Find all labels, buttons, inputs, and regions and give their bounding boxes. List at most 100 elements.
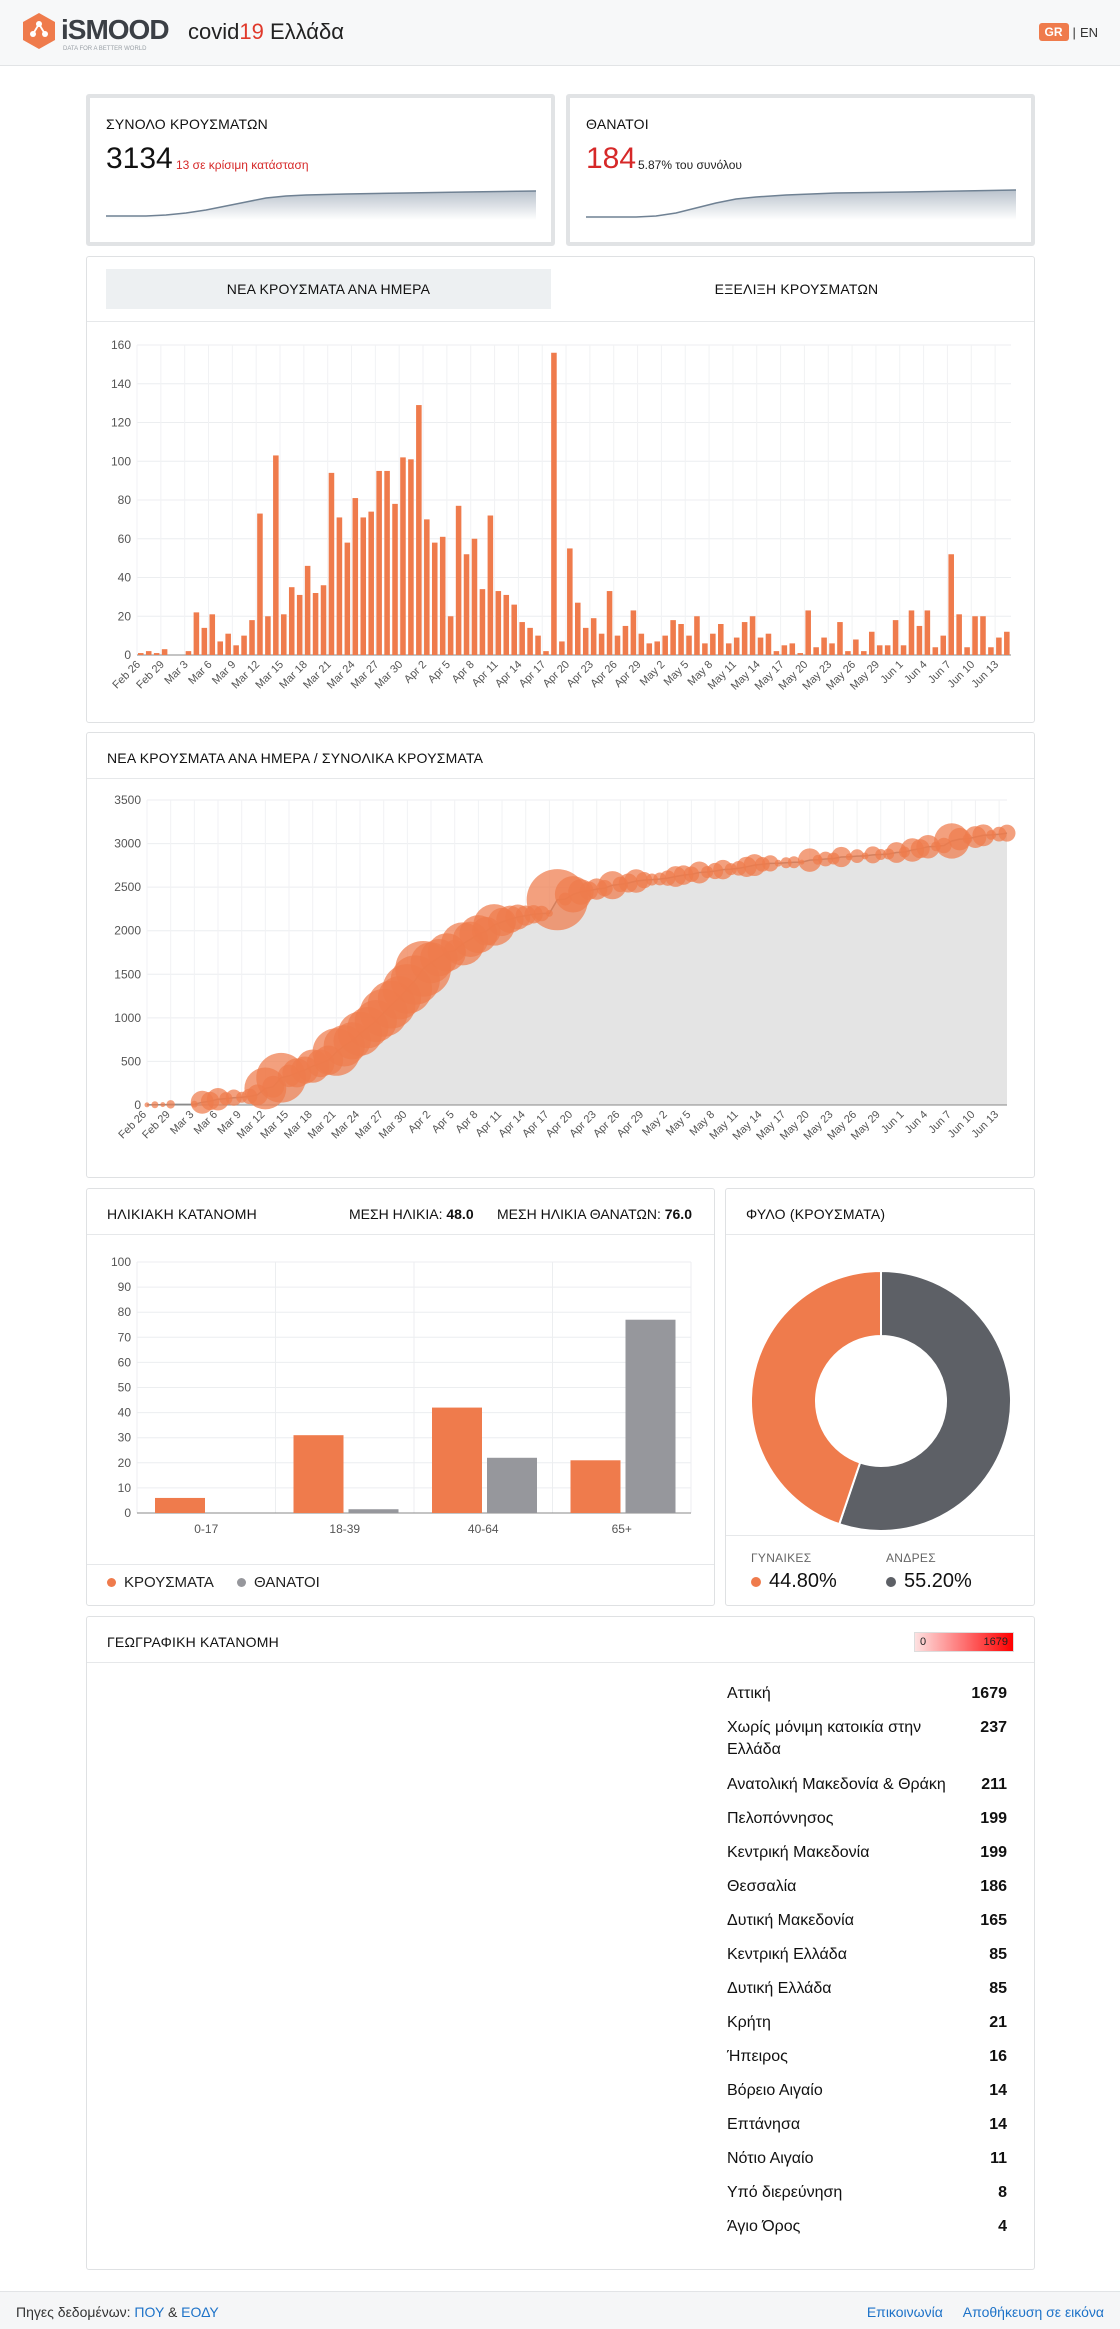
daily-bar	[233, 645, 239, 655]
region-row[interactable]: Πελοπόννησος 199	[727, 1808, 1007, 1842]
tab-cases-evolution[interactable]: ΕΞΕΛΙΞΗ ΚΡΟΥΣΜΑΤΩΝ	[714, 281, 879, 297]
daily-bar	[368, 511, 374, 655]
daily-bar	[916, 625, 923, 655]
y-tick-label: 0	[124, 1506, 131, 1520]
total-cases-sparkline	[106, 190, 536, 220]
deaths-title: ΘΑΝΑΤΟΙ	[586, 116, 649, 132]
daily-bar	[590, 618, 597, 655]
daily-cases-card: ΝΕΑ ΚΡΟΥΣΜΑΤΑ ΑΝΑ ΗΜΕΡΑ ΕΞΕΛΙΞΗ ΚΡΟΥΣΜΑΤ…	[86, 256, 1035, 723]
women-value-text: 44.80%	[769, 1570, 837, 1592]
daily-bar	[813, 647, 819, 655]
age-category-label: 18-39	[329, 1522, 360, 1536]
daily-bar	[694, 616, 700, 655]
daily-bar	[511, 604, 517, 655]
y-tick-label: 160	[111, 338, 131, 352]
daily-bar	[924, 610, 931, 655]
daily-bar	[892, 620, 899, 655]
daily-bar	[559, 641, 565, 655]
daily-bar	[416, 405, 422, 655]
region-row[interactable]: Ανατολική Μακεδονία & Θράκη 211	[727, 1774, 1007, 1808]
women-dot	[751, 1576, 761, 1587]
region-value: 186	[980, 1878, 1007, 1895]
daily-bar	[845, 651, 851, 655]
mean-age-stat: ΜΕΣΗ ΗΛΙΚΙΑ: 48.0	[349, 1206, 474, 1222]
daily-bubble	[916, 834, 940, 859]
daily-bar	[439, 536, 446, 655]
region-row[interactable]: Κεντρική Ελλάδα 85	[727, 1944, 1007, 1978]
men-label: ΑΝΔΡΕΣ	[886, 1551, 936, 1565]
region-value: 165	[980, 1912, 1007, 1929]
y-tick-label: 100	[111, 454, 131, 468]
region-name: Άγιο Όρος	[727, 2218, 801, 2235]
daily-bar	[940, 635, 947, 655]
daily-bar	[606, 591, 613, 655]
region-row[interactable]: Άγιο Όρος 4	[727, 2216, 1007, 2250]
age-bar	[570, 1460, 621, 1513]
region-row[interactable]: Υπό διερεύνηση 8	[727, 2182, 1007, 2216]
legend-cases[interactable]: ΚΡΟΥΣΜΑΤΑ	[107, 1574, 214, 1591]
region-value: 211	[981, 1776, 1007, 1793]
region-row[interactable]: Νότιο Αιγαίο 11	[727, 2148, 1007, 2182]
daily-bar	[678, 624, 684, 655]
lang-en-button[interactable]: EN	[1079, 24, 1098, 40]
x-tick-label: May 5	[662, 659, 692, 689]
y-tick-label: 20	[118, 609, 132, 623]
cumulative-cases-card: ΝΕΑ ΚΡΟΥΣΜΑΤΑ ΑΝΑ ΗΜΕΡΑ / ΣΥΝΟΛΙΚΑ ΚΡΟΥΣ…	[86, 732, 1035, 1178]
region-row[interactable]: Κεντρική Μακεδονία 199	[727, 1842, 1007, 1876]
total-cases-value: 3134	[106, 142, 173, 175]
ismood-logo[interactable]: iSMOOD DATA FOR A BETTER WORLD	[20, 12, 170, 54]
daily-bar	[479, 589, 486, 655]
daily-bar	[265, 616, 271, 655]
who-link[interactable]: ΠΟΥ	[134, 2304, 165, 2320]
divider	[87, 778, 1034, 779]
region-name: Κεντρική Μακεδονία	[727, 1844, 870, 1861]
x-tick-label: Apr 2	[402, 659, 429, 686]
region-name: Νότιο Αιγαίο	[727, 2150, 814, 2167]
legend-deaths[interactable]: ΘΑΝΑΤΟΙ	[237, 1574, 320, 1591]
y-tick-label: 10	[118, 1481, 132, 1495]
title-prefix: covid	[188, 19, 240, 44]
men-dot	[886, 1576, 896, 1587]
daily-bar	[741, 622, 748, 655]
daily-bar	[145, 651, 152, 655]
region-row[interactable]: Επτάνησα 14	[727, 2114, 1007, 2148]
divider	[87, 1234, 714, 1235]
region-row[interactable]: Κρήτη 21	[727, 2012, 1007, 2046]
y-tick-label: 2500	[114, 880, 141, 894]
region-row[interactable]: Ήπειρος 16	[727, 2046, 1007, 2080]
y-tick-label: 120	[111, 416, 131, 430]
deaths-value: 184	[586, 142, 637, 175]
region-name: Θεσσαλία	[727, 1878, 797, 1895]
daily-bar	[884, 645, 891, 655]
x-tick-label: Mar 6	[186, 659, 214, 687]
y-tick-label: 1500	[114, 967, 141, 981]
daily-bar	[392, 503, 398, 655]
eody-link[interactable]: ΕΟΔΥ	[181, 2304, 219, 2320]
y-tick-label: 2000	[114, 924, 141, 938]
age-bar	[293, 1435, 344, 1513]
save-image-link[interactable]: Αποθήκευση σε εικόνα	[962, 2304, 1104, 2320]
daily-bar	[209, 614, 216, 655]
daily-bar	[304, 565, 311, 655]
y-tick-label: 90	[118, 1280, 132, 1294]
daily-bubble	[774, 859, 782, 867]
region-row[interactable]: Δυτική Ελλάδα 85	[727, 1978, 1007, 2012]
y-tick-label: 3500	[114, 793, 141, 807]
contact-link[interactable]: Επικοινωνία	[866, 2304, 943, 2320]
footer: Πηγες δεδομένων: ΠΟΥ & ΕΟΔΥ Επικοινωνία …	[0, 2291, 1120, 2329]
geographic-distribution-card: ΓΕΩΓΡΑΦΙΚΗ ΚΑΤΑΝΟΜΗ 0 1679 Αττική 1679 Χωρ…	[86, 1616, 1035, 2270]
geographic-title: ΓΕΩΓΡΑΦΙΚΗ ΚΑΤΑΝΟΜΗ	[107, 1634, 279, 1650]
region-row[interactable]: Θεσσαλία 186	[727, 1876, 1007, 1910]
region-row[interactable]: Δυτική Μακεδονία 165	[727, 1910, 1007, 1944]
region-row[interactable]: Βόρειο Αιγαίο 14	[727, 2080, 1007, 2114]
daily-bar	[773, 651, 780, 655]
daily-bar	[829, 643, 835, 655]
daily-bar	[853, 639, 859, 655]
critical-cases-text: 13 σε κρίσιμη κατάσταση	[176, 158, 309, 172]
lang-gr-button[interactable]: GR	[1038, 23, 1069, 41]
x-tick-label: Jun 13	[969, 1109, 1001, 1141]
region-row[interactable]: Χωρίς μόνιμη κατοικία στην Ελλάδα 237	[727, 1717, 1007, 1774]
region-row[interactable]: Αττική 1679	[727, 1683, 1007, 1717]
tab-daily-cases[interactable]: ΝΕΑ ΚΡΟΥΣΜΑΤΑ ΑΝΑ ΗΜΕΡΑ	[106, 269, 551, 309]
y-tick-label: 500	[121, 1054, 141, 1068]
